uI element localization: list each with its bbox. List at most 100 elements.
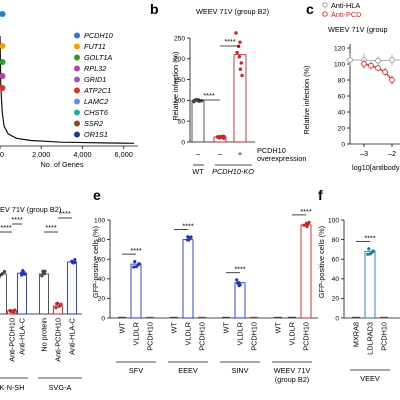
panel-d-bar [17, 272, 27, 315]
panel-d-sig-label: **** [59, 209, 71, 218]
panel-e-x-label: WT [274, 321, 283, 333]
panel-c-y-tick-label: 40 [338, 109, 346, 116]
panel-d-x-label: Anti-HLA-C [18, 318, 27, 355]
panel-a-x-tick-label: 4,000 [73, 150, 91, 159]
panel-c-legend-1: Anti-HLA [331, 1, 360, 10]
panel-d-point [0, 273, 3, 277]
panel-e-y-tick-label: 100 [94, 217, 105, 224]
panel-b-y-tick-label: 100 [174, 98, 185, 105]
panel-a-legend-marker [74, 65, 80, 72]
panel-a-x-ticks: 0 2,000 4,000 6,000 [0, 146, 133, 159]
panel-b-row-label-2: overexpression [257, 154, 306, 163]
panel-e-x-label: PCDH10 [250, 322, 259, 351]
panel-f-y-tick-label: 100 [328, 217, 339, 224]
panel-a-point-pcdh10 [0, 11, 6, 17]
panel-e-point [186, 238, 190, 242]
panel-f-y-tick-label: 20 [332, 296, 340, 303]
panel-d-x-label: Anti-HLA-C [68, 318, 77, 355]
panel-a-legend-label: FUT11 [84, 42, 106, 51]
panel-a-ranking-curve [0, 35, 135, 144]
panel-b-overexpression-row: – – + [196, 149, 242, 158]
panel-f-y-tick-label: 60 [332, 257, 340, 264]
panel-e-y-tick-label: 80 [98, 237, 106, 244]
panel-d-bars [0, 258, 77, 315]
panel-f: f GFP-positive cells (%) 0 20 40 60 80 100 MX… [317, 187, 400, 383]
panel-c-x-tick-label: –3 [360, 149, 368, 158]
panel-d-group-1: K-N-SH [0, 383, 25, 392]
panel-b-point [193, 98, 198, 102]
panel-a-highlighted-points [0, 11, 6, 91]
panel-e-y-tick-label: 40 [98, 276, 106, 283]
panel-b-group-ko: PCDH10-KO [212, 167, 254, 176]
panel-a-point-atp2c1 [0, 85, 6, 91]
panel-e-point [307, 220, 311, 224]
panel-b-point [237, 55, 242, 59]
panel-c-point [382, 69, 388, 75]
panel-d-point [2, 270, 7, 274]
panel-d-sig-label: **** [0, 223, 12, 232]
panel-a-legend-marker [74, 109, 80, 116]
panel-c-point [375, 57, 381, 64]
panel-e-group-label: (group B2) [275, 375, 309, 384]
panel-b-y-ticks: 0 50 100 150 200 250 [174, 35, 190, 146]
panel-e-y-label: GFP-positive cells (%) [91, 226, 100, 298]
panel-c: c Anti-HLA Anti-PCD WEEV 71V (group Rela… [302, 1, 400, 172]
panel-e-x-label: VLDLR [132, 322, 141, 346]
panel-e-y-tick-label: 20 [98, 296, 106, 303]
panel-a: 0 2,000 4,000 6,000 No. of Genes PCDH10 FUT1… [0, 11, 138, 169]
panel-e-y-tick-label: 0 [101, 315, 105, 322]
panel-d-point [40, 274, 44, 278]
panel-d-significance: **************** [0, 209, 72, 233]
panel-d-point [57, 304, 61, 308]
panel-e-x-label: VLDLR [236, 322, 245, 346]
panel-e-point [236, 281, 240, 285]
panel-a-legend-label: SSR2 [84, 119, 103, 128]
panel-b-point [240, 73, 244, 78]
panel-e-x-label: WT [170, 321, 179, 333]
panel-d-group-2: SVG-A [49, 383, 72, 392]
panel-e-sig-label: **** [234, 265, 246, 274]
panel-b-point [221, 135, 226, 139]
panel-b-point [238, 40, 242, 44]
panel-b-title: WEEV 71V (group B2) [196, 7, 269, 16]
panel-b-bar [233, 54, 247, 143]
panel-b-significance: **** **** [198, 37, 240, 101]
panel-d-bar [0, 273, 7, 315]
panel-c-legend-marker-1 [322, 2, 328, 8]
panel-e-sig-label: **** [182, 222, 194, 231]
panel-e-x-label: PCDH10 [198, 322, 207, 351]
panel-d-point [13, 308, 17, 312]
panel-f-bar [364, 250, 376, 319]
panel-b-point [234, 31, 238, 35]
panel-c-title: WEEV 71V (group [328, 25, 388, 34]
panel-e-x-label: WT [118, 321, 127, 333]
panel-e-point [238, 283, 242, 287]
panel-b-y-tick-label: 150 [174, 77, 185, 84]
panel-a-legend-label: PCDH10 [84, 31, 113, 40]
panel-f-point [366, 252, 370, 256]
panel-d-x-label: Anti-PCDH10 [8, 318, 17, 362]
panel-c-x-tick-label: –2 [388, 149, 396, 158]
panel-b-point [235, 50, 239, 55]
panel-c-legend-marker-2 [322, 11, 328, 17]
panel-b-letter: b [150, 1, 159, 17]
panel-e-point [305, 224, 309, 229]
panel-d-sig-label: **** [11, 215, 23, 224]
panel-a-x-label: No. of Genes [41, 160, 84, 169]
panel-d-x-label: No protein [40, 318, 49, 352]
panel-d-point [20, 271, 24, 275]
panel-a-legend-marker [74, 54, 80, 61]
panel-a-legend-marker [74, 120, 80, 127]
panel-f-point [367, 247, 371, 251]
panel-b-y-tick-label: 0 [181, 139, 185, 146]
panel-c-point [368, 62, 374, 69]
panel-f-y-tick-label: 0 [335, 315, 339, 322]
panel-c-point [361, 61, 367, 67]
panel-e-y-ticks: 0 20 40 60 80 100 [94, 217, 110, 322]
panel-d-point [12, 311, 16, 315]
panel-e-bar [182, 239, 194, 319]
panel-e-letter: e [93, 187, 101, 203]
panel-a-legend-marker [74, 76, 80, 83]
panel-c-y-label: Relative infection (%) [302, 66, 311, 135]
